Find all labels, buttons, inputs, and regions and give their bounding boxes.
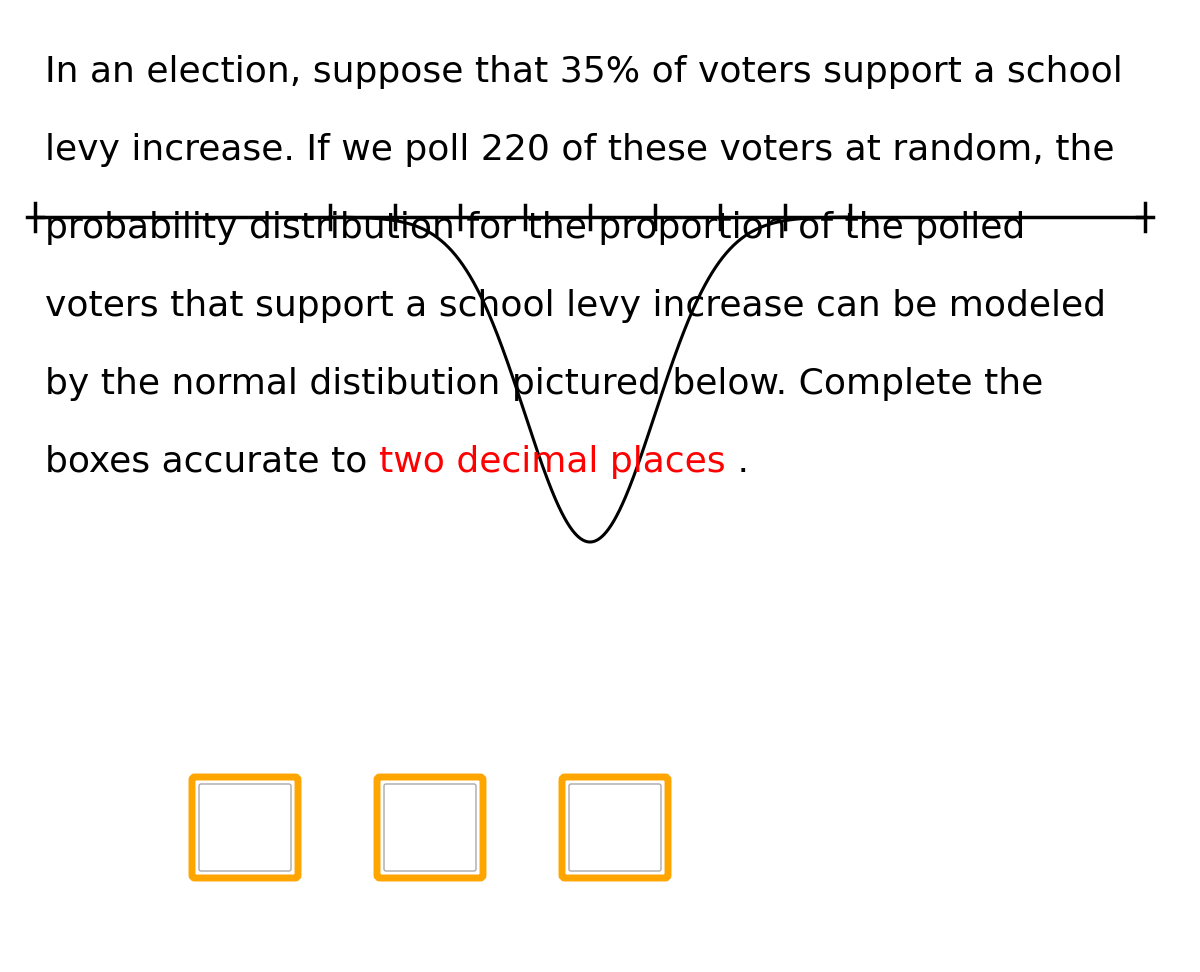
FancyBboxPatch shape xyxy=(384,784,476,871)
FancyBboxPatch shape xyxy=(199,784,292,871)
Text: boxes accurate to: boxes accurate to xyxy=(46,445,379,479)
Text: by the normal distibution pictured below. Complete the: by the normal distibution pictured below… xyxy=(46,367,1043,401)
Text: probability distribution for the proportion of the polled: probability distribution for the proport… xyxy=(46,211,1025,245)
Text: voters that support a school levy increase can be modeled: voters that support a school levy increa… xyxy=(46,289,1106,323)
FancyBboxPatch shape xyxy=(377,777,482,878)
Text: In an election, suppose that 35% of voters support a school: In an election, suppose that 35% of vote… xyxy=(46,55,1123,89)
Text: levy increase. If we poll 220 of these voters at random, the: levy increase. If we poll 220 of these v… xyxy=(46,133,1115,167)
FancyBboxPatch shape xyxy=(192,777,298,878)
Text: two decimal places: two decimal places xyxy=(379,445,726,479)
Text: .: . xyxy=(726,445,749,479)
FancyBboxPatch shape xyxy=(569,784,661,871)
FancyBboxPatch shape xyxy=(562,777,668,878)
